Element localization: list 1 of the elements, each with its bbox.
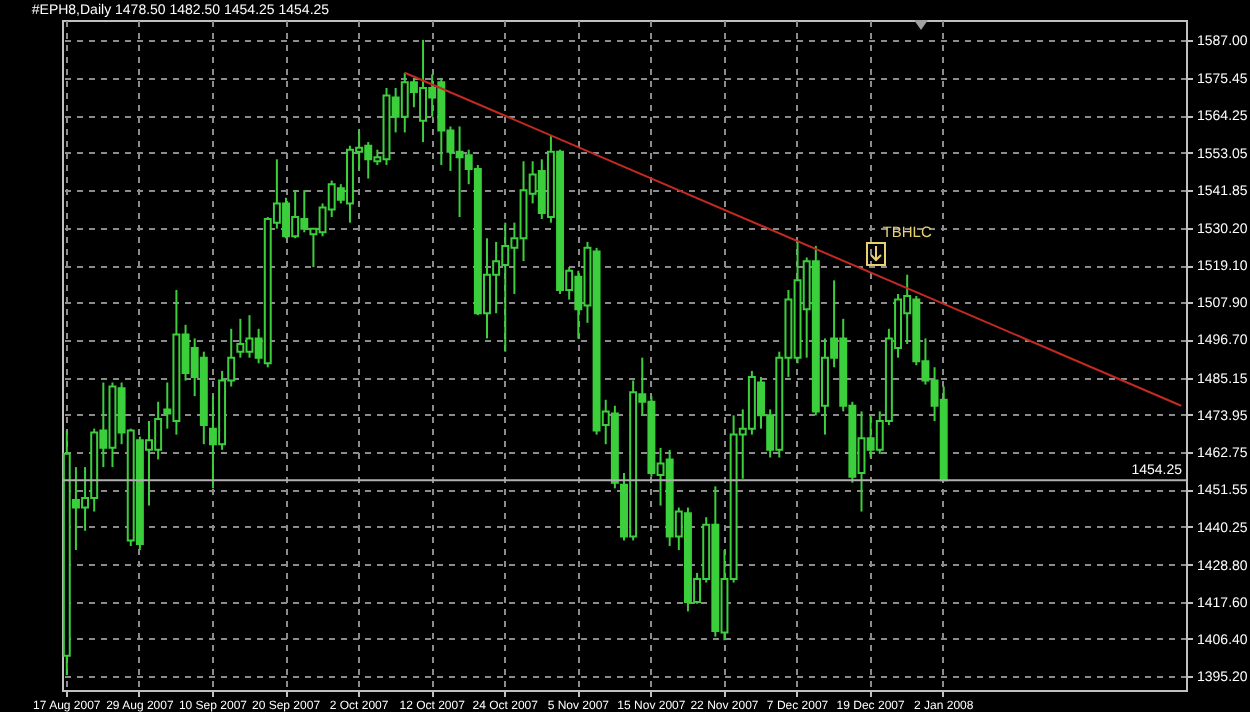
- candlestick: [236, 317, 245, 359]
